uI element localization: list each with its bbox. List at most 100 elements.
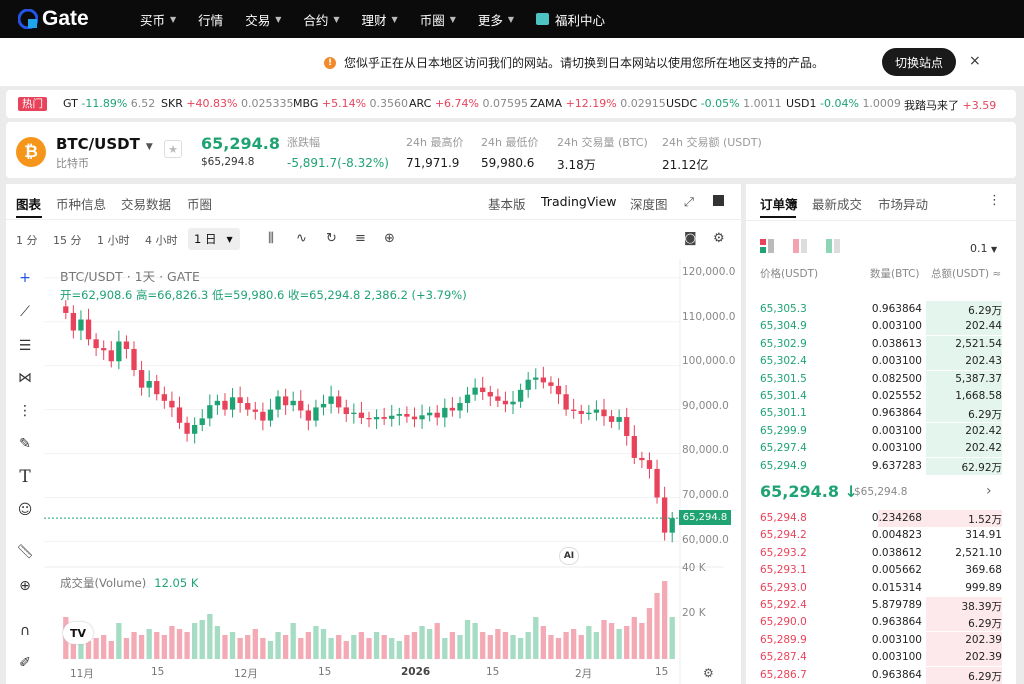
tab-market-moves[interactable]: 市场异动 (878, 197, 929, 212)
indicators-icon[interactable]: ∿ (296, 231, 307, 246)
text-icon[interactable]: T (19, 467, 31, 487)
ticker-item[interactable]: 我踏马来了 +3.59 (904, 97, 996, 113)
y-tick: 80,000.0 (682, 444, 729, 456)
ticker-item[interactable]: ARC +6.74% 0.07595 (409, 97, 528, 110)
orderbook-row[interactable]: 65,286.7 0.963864 6.29万 (746, 666, 1016, 684)
zoom-in-icon[interactable]: ⊕ (19, 578, 31, 594)
view-tradingview[interactable]: TradingView (541, 194, 617, 209)
crosshair-icon[interactable]: + (19, 270, 31, 286)
volume-bar (555, 638, 562, 659)
horizontal-lines-icon[interactable]: ☰ (18, 338, 32, 354)
tab-recent-trades[interactable]: 最新成交 (812, 197, 863, 212)
stat-value: -5,891.7(-8.32%) (287, 156, 389, 170)
ticker-item[interactable]: SKR +40.83% 0.025335 (161, 97, 294, 110)
gear-icon[interactable]: ⚙ (713, 231, 725, 246)
brush-icon[interactable]: ✎ (19, 436, 31, 452)
timeframe-selector[interactable]: 1 日 ▼ (188, 228, 240, 250)
favorite-star-icon[interactable]: ★ (164, 140, 182, 158)
orderbook-row[interactable]: 65,297.4 0.003100 202.42 (746, 440, 1016, 458)
orderbook-row[interactable]: 65,293.2 0.038612 2,521.10 (746, 545, 1016, 562)
price-step-selector[interactable]: 0.1 ▼ (970, 242, 997, 255)
alert-icon[interactable]: ⊕ (384, 231, 395, 246)
col-total: 总额(USDT) ≈ (931, 268, 1002, 280)
tab-orderbook[interactable]: 订单簿 (760, 197, 798, 212)
timeframe-4h[interactable]: 4 小时 (145, 234, 178, 247)
window-icon[interactable] (713, 195, 724, 206)
volume-bar (525, 632, 531, 659)
ticker-item[interactable]: ZAMA +12.19% 0.02915 (530, 97, 666, 110)
chevron-right-icon[interactable]: › (986, 483, 992, 499)
trend-line-icon[interactable]: ⟋ (20, 304, 30, 320)
nav-rewards[interactable]: 福利中心 (536, 10, 605, 29)
orderbook-row[interactable]: 65,287.4 0.003100 202.39 (746, 649, 1016, 667)
expand-icon[interactable]: ⤢ (684, 194, 695, 209)
nav-earn[interactable]: 理财 ▼ (362, 10, 398, 29)
tab-trade-data[interactable]: 交易数据 (121, 197, 172, 212)
ticker-symbol: SKR (161, 97, 183, 110)
orderbook-row[interactable]: 65,294.9 9.637283 62.92万 (746, 457, 1016, 475)
view-depth[interactable]: 深度图 (630, 197, 668, 212)
replay-icon[interactable]: ↻ (326, 231, 337, 246)
orderbook-row[interactable]: 65,301.1 0.963864 6.29万 (746, 405, 1016, 423)
tradingview-logo[interactable]: TV (63, 622, 93, 644)
more-icon[interactable]: ⋮ (988, 193, 1001, 208)
gate-logo[interactable]: Gate (18, 7, 118, 31)
nav-label: 交易 (245, 12, 271, 28)
tab-square[interactable]: 币圈 (187, 197, 213, 212)
price-chart[interactable] (44, 259, 724, 684)
fib-icon[interactable]: ⋮ (18, 403, 32, 419)
tab-coin-info[interactable]: 币种信息 (56, 197, 107, 212)
ticker-item[interactable]: USDC -0.05% 1.0011 (666, 97, 782, 110)
candle-body (116, 341, 122, 362)
orderbook-row[interactable]: 65,293.1 0.005662 369.68 (746, 562, 1016, 579)
nav-trade[interactable]: 交易 ▼ (245, 10, 281, 29)
orderbook-row[interactable]: 65,289.9 0.003100 202.39 (746, 631, 1016, 649)
lock-draw-icon[interactable]: ✐ (19, 655, 31, 671)
orderbook-row[interactable]: 65,292.4 5.879789 38.39万 (746, 597, 1016, 614)
gate-logo-icon (18, 9, 38, 29)
hot-badge[interactable]: 热门 (18, 97, 47, 111)
tab-chart[interactable]: 图表 (16, 197, 42, 212)
ticker-item[interactable]: MBG +5.14% 0.3560 (293, 97, 408, 110)
orderbook-row[interactable]: 65,301.4 0.025552 1,668.58 (746, 388, 1016, 405)
view-basic[interactable]: 基本版 (488, 197, 526, 212)
orderbook-row[interactable]: 65,305.3 0.963864 6.29万 (746, 301, 1016, 318)
view-both-icon[interactable] (760, 239, 776, 253)
ticker-item[interactable]: GT -11.89% 6.52 (63, 97, 155, 110)
nav-square[interactable]: 币圈 ▼ (420, 10, 456, 29)
orderbook-row[interactable]: 65,304.9 0.003100 202.44 (746, 318, 1016, 336)
orderbook-row[interactable]: 65,302.9 0.038613 2,521.54 (746, 335, 1016, 353)
nav-futures[interactable]: 合约 ▼ (303, 10, 339, 29)
ruler-icon[interactable]: 📏︎ (16, 544, 34, 560)
orderbook-row[interactable]: 65,302.4 0.003100 202.43 (746, 353, 1016, 371)
view-bids-icon[interactable] (826, 239, 842, 253)
orderbook-row[interactable]: 65,290.0 0.963864 6.29万 (746, 614, 1016, 632)
camera-icon[interactable]: ◙ (684, 231, 697, 246)
orderbook-row[interactable]: 65,294.8 0.234268 1.52万 (746, 510, 1016, 527)
timeframe-1h[interactable]: 1 小时 (97, 234, 130, 247)
nav-buy-crypto[interactable]: 买币 ▼ (140, 10, 176, 29)
close-icon[interactable]: × (969, 53, 981, 69)
template-icon[interactable]: ≡ (355, 231, 366, 246)
nav-markets[interactable]: 行情 (198, 10, 223, 29)
timeframe-15m[interactable]: 15 分 (53, 234, 82, 247)
view-asks-icon[interactable] (793, 239, 809, 253)
chart-settings-icon[interactable]: ⚙ (703, 666, 714, 680)
depth-bar (926, 353, 1002, 371)
candle-style-icon[interactable]: ⫼ (268, 231, 274, 246)
orderbook-row[interactable]: 65,294.2 0.004823 314.91 (746, 527, 1016, 544)
order-amount: 0.963864 (871, 616, 922, 629)
orderbook-row[interactable]: 65,293.0 0.015314 999.89 (746, 580, 1016, 597)
orderbook-row[interactable]: 65,301.5 0.082500 5,387.37 (746, 370, 1016, 388)
switch-site-button[interactable]: 切换站点 (882, 48, 956, 76)
order-price: 65,294.8 (760, 512, 807, 524)
ai-badge[interactable]: AI (559, 547, 579, 565)
nav-more[interactable]: 更多 ▼ (478, 10, 514, 29)
pattern-icon[interactable]: ⋈ (18, 370, 32, 386)
orderbook-row[interactable]: 65,299.9 0.003100 202.42 (746, 422, 1016, 440)
timeframe-1m[interactable]: 1 分 (16, 234, 38, 247)
pair-selector[interactable]: BTC/USDT ▼ (56, 135, 153, 153)
magnet-icon[interactable]: ∩ (19, 623, 31, 639)
emoji-icon[interactable]: ☺ (17, 502, 33, 518)
ticker-item[interactable]: USD1 -0.04% 1.0009 (786, 97, 901, 110)
